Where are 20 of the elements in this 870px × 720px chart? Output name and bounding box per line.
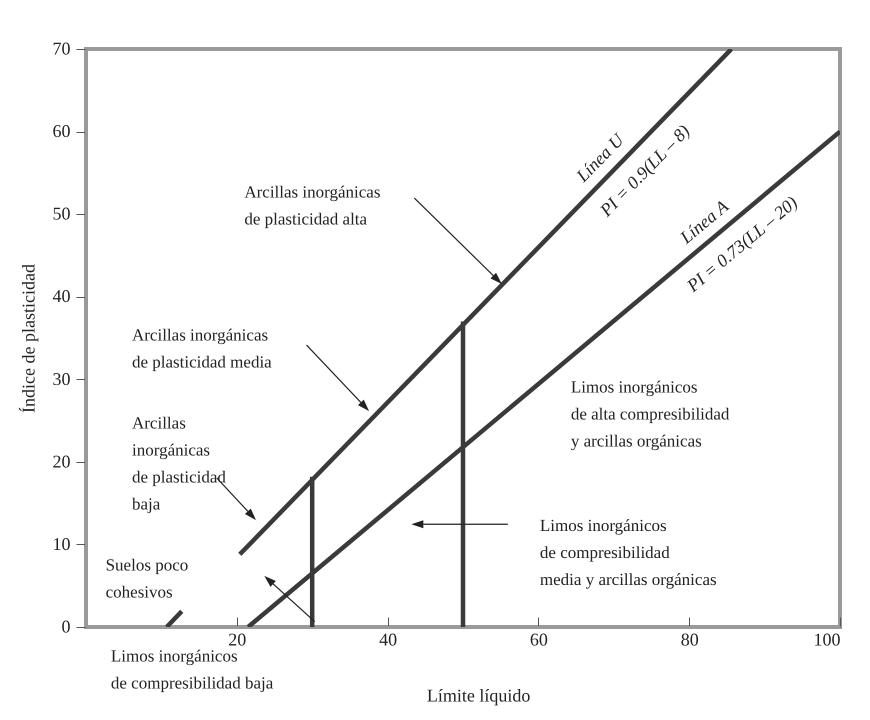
annotation: Arcillas inorgánicas de plasticidad alta <box>244 182 380 228</box>
annotation: Arcillas inorgánicas de plasticidad media <box>132 325 272 372</box>
y-tick-label: 40 <box>52 286 70 306</box>
x-tick-label: 80 <box>680 630 699 650</box>
x-tick-label: 100 <box>814 630 840 650</box>
x-tick-label: 60 <box>530 630 548 650</box>
y-tick-label: 0 <box>62 616 70 636</box>
y-tick-label: 70 <box>52 38 70 58</box>
annotation: Limos inorgánicos de alta compresibilidad y arcillas orgánicas <box>570 377 730 450</box>
y-tick-label: 20 <box>52 451 70 472</box>
annotation: Suelos poco cohesivos <box>106 556 188 602</box>
y-tick-label: 30 <box>52 368 70 389</box>
y-axis-title: Índice de plasticidad <box>18 264 38 413</box>
annotation: Arcillas inorgánicas de plasticidad baja <box>132 414 226 514</box>
x-tick-label: 40 <box>379 630 398 650</box>
y-tick-label: 10 <box>52 534 70 554</box>
x-axis-title: Límite líquido <box>426 686 530 706</box>
y-tick-label: 60 <box>52 121 70 142</box>
y-tick-label: 50 <box>52 204 70 224</box>
annotation: Limos inorgánicos de compresibilidad media y arcillas orgánicas <box>540 516 717 590</box>
